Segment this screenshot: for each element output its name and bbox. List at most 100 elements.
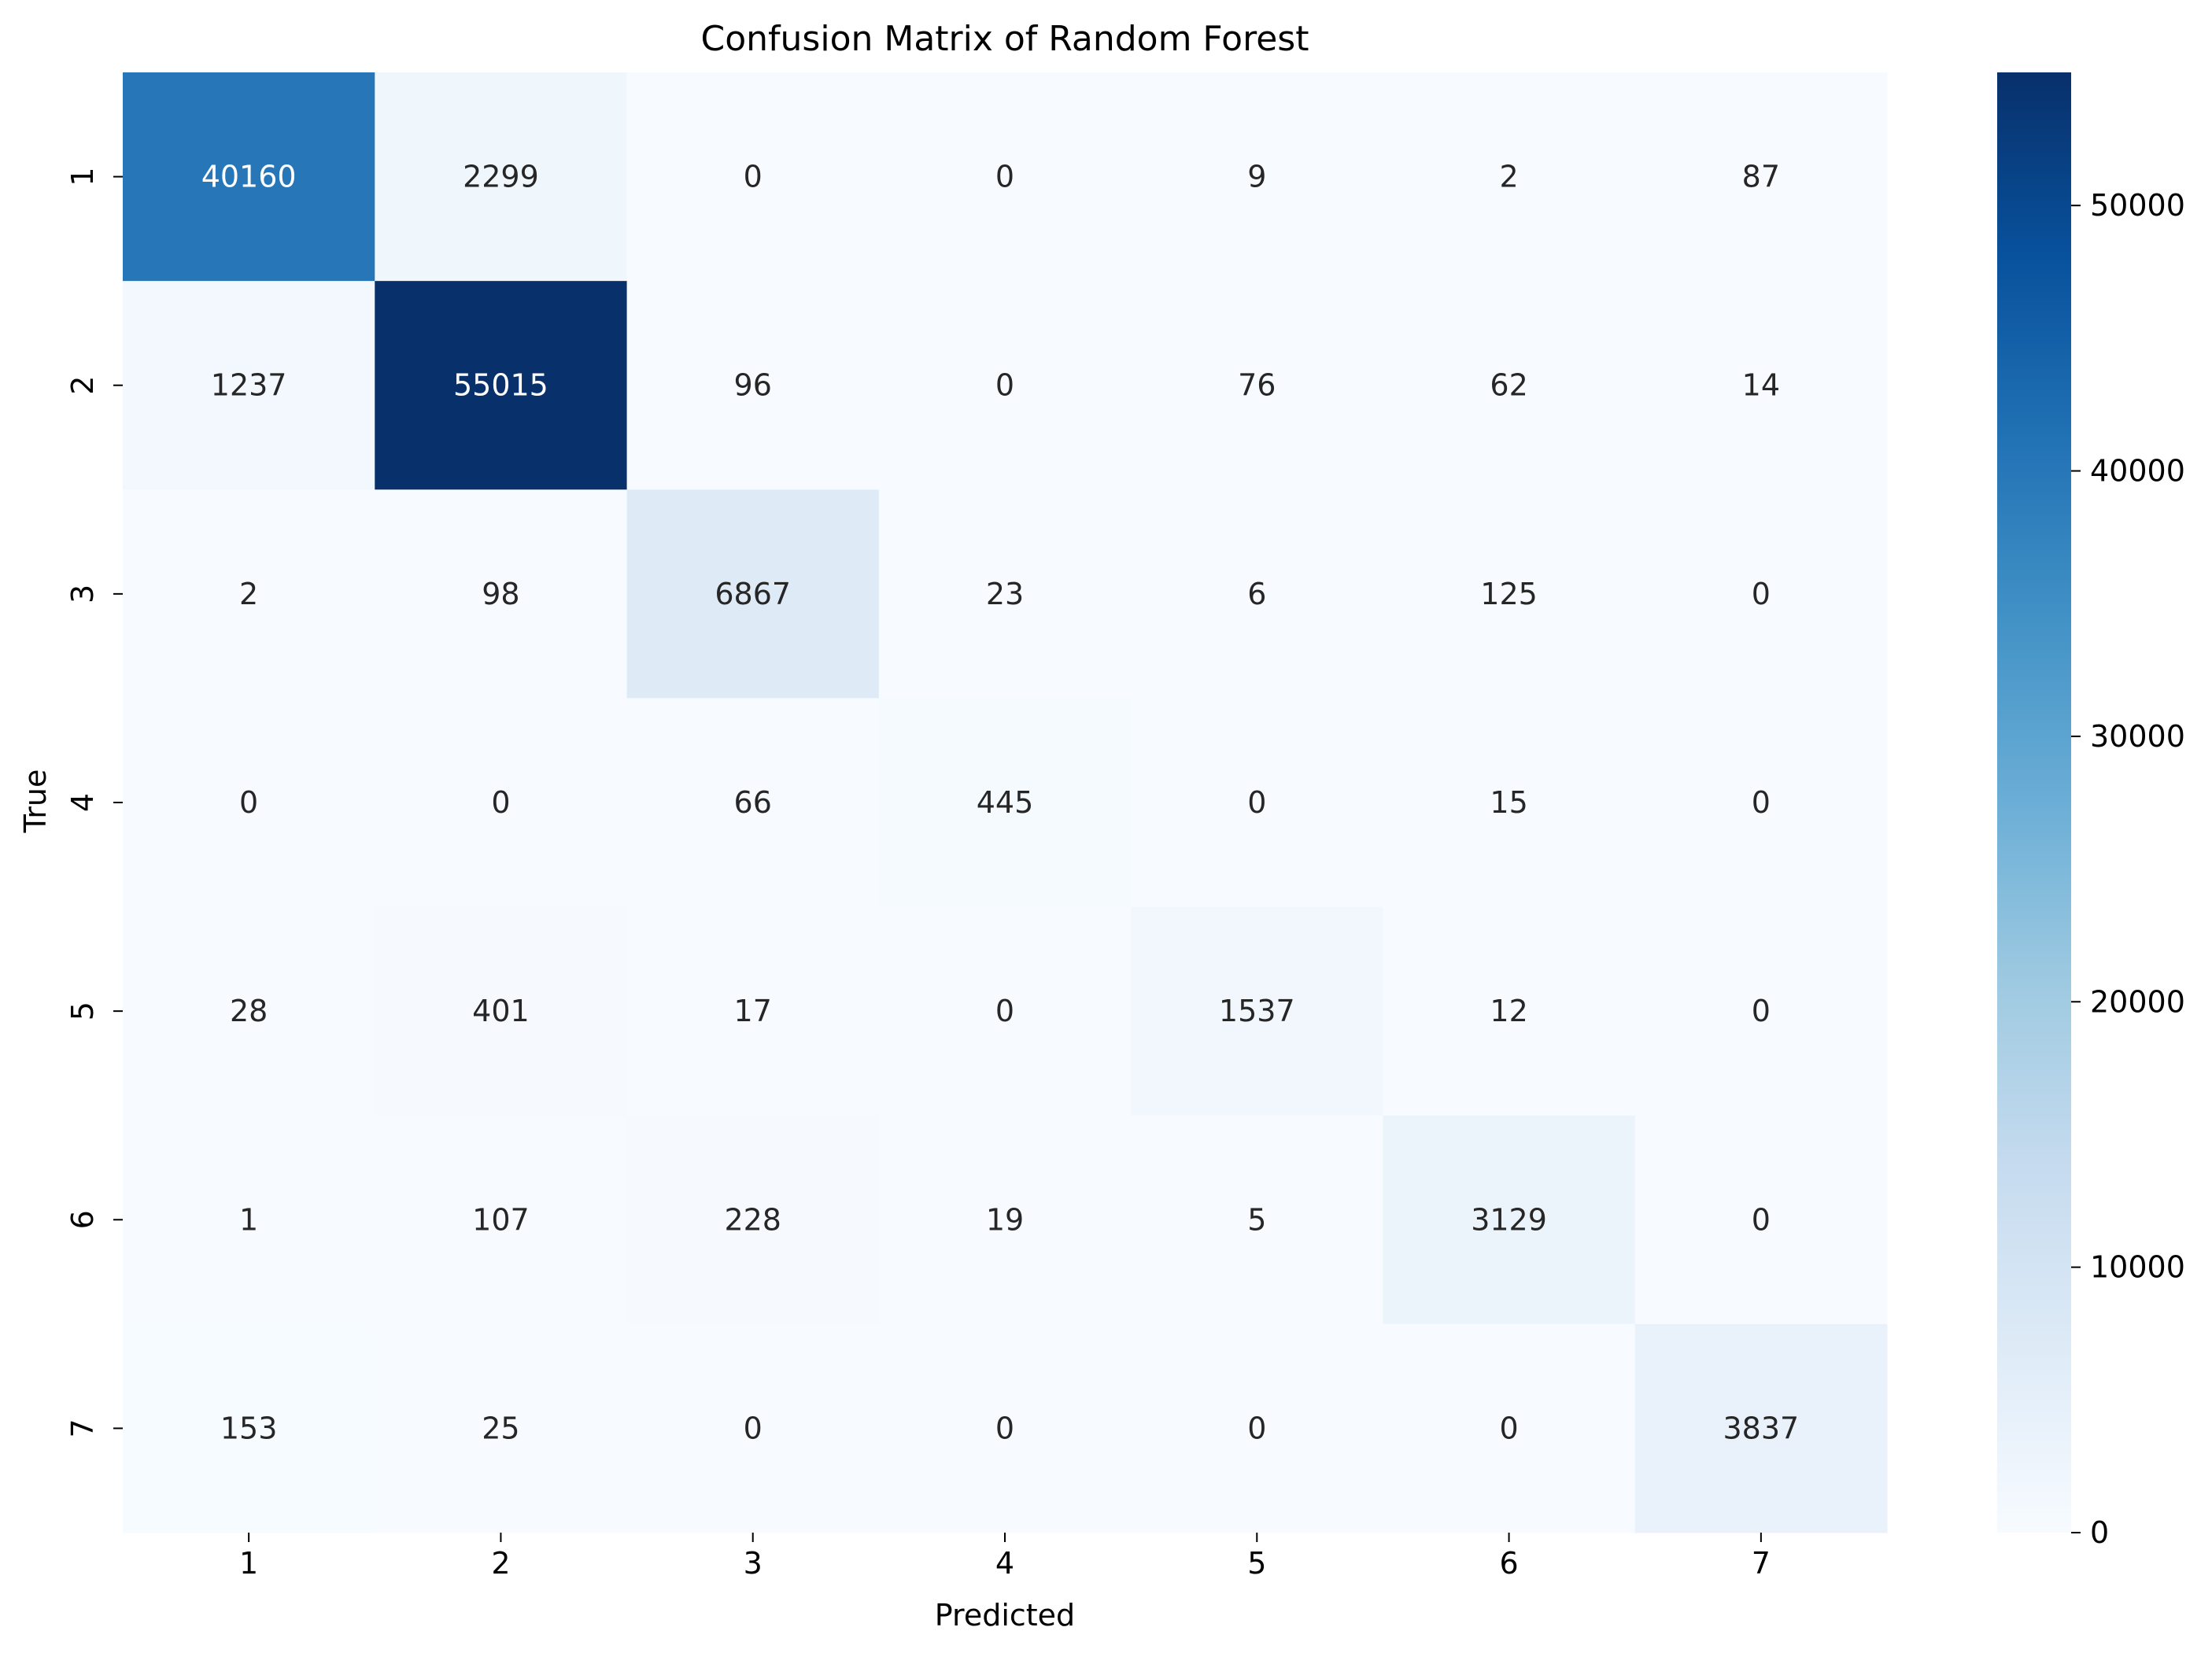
cell-value-label: 0 — [995, 160, 1014, 194]
heatmap-cell — [1131, 72, 1383, 282]
cell-value-label: 0 — [995, 994, 1014, 1028]
cell-value-label: 6 — [1247, 577, 1266, 611]
x-tick-label: 7 — [1752, 1546, 1771, 1581]
y-axis-label: True — [18, 769, 53, 834]
cell-value-label: 0 — [744, 160, 763, 194]
heatmap-cell — [1634, 698, 1888, 908]
cell-value-label: 2 — [239, 577, 258, 611]
heatmap-cell — [1131, 906, 1383, 1116]
cell-value-label: 1 — [239, 1202, 258, 1237]
heatmap-cell — [123, 1323, 375, 1533]
cell-value-label: 98 — [482, 577, 519, 611]
cell-value-label: 40160 — [201, 160, 297, 194]
cell-value-label: 5 — [1247, 1202, 1266, 1237]
y-tick-label: 6 — [65, 1210, 100, 1229]
heatmap-cell — [1634, 906, 1888, 1116]
heatmap-cell — [1131, 1323, 1383, 1533]
cell-value-label: 153 — [220, 1411, 278, 1445]
cell-value-label: 107 — [472, 1202, 530, 1237]
heatmap-cell — [375, 281, 628, 490]
cell-value-label: 12 — [1490, 994, 1527, 1028]
colorbar-ticks: 0 10000 20000 30000 40000 50000 — [2071, 188, 2185, 1550]
heatmap-cell — [1634, 1115, 1888, 1325]
colorbar-tick-label: 0 — [2090, 1515, 2109, 1550]
cell-value-label: 76 — [1238, 368, 1276, 403]
heatmap-cell — [375, 72, 628, 282]
heatmap-cell — [878, 489, 1132, 699]
colorbar — [1997, 72, 2071, 1533]
colorbar-tick-label: 30000 — [2090, 719, 2185, 754]
cell-value-label: 1237 — [211, 368, 287, 403]
heatmap-cell — [123, 906, 375, 1116]
heatmap-cell — [1383, 1115, 1636, 1325]
heatmap-cell — [878, 698, 1132, 908]
heatmap-cell — [1634, 281, 1888, 490]
heatmap-cell — [1634, 489, 1888, 699]
cell-value-label: 0 — [1499, 1411, 1518, 1445]
cell-value-label: 1537 — [1219, 994, 1295, 1028]
heatmap-cell — [878, 72, 1132, 282]
heatmap-cell — [375, 489, 628, 699]
cell-value-label: 0 — [995, 1411, 1014, 1445]
heatmap-cell — [375, 1115, 628, 1325]
heatmap-cell — [1383, 281, 1636, 490]
heatmap-cell — [1383, 489, 1636, 699]
heatmap-cell — [1383, 906, 1636, 1116]
heatmap-cell — [123, 698, 375, 908]
heatmap-cell — [1383, 698, 1636, 908]
cell-value-label: 0 — [491, 785, 510, 820]
x-axis-label: Predicted — [935, 1598, 1075, 1633]
cell-value-label: 401 — [472, 994, 530, 1028]
cell-value-label: 62 — [1490, 368, 1527, 403]
heatmap-cell — [1131, 698, 1383, 908]
cell-value-label: 0 — [1752, 994, 1771, 1028]
cell-value-label: 3837 — [1723, 1411, 1799, 1445]
y-tick-label: 7 — [65, 1419, 100, 1437]
colorbar-tick-label: 10000 — [2090, 1250, 2185, 1285]
y-tick-label: 2 — [65, 376, 100, 395]
cell-value-label: 0 — [995, 368, 1014, 403]
y-axis-ticks: 1 2 3 4 5 6 7 — [65, 167, 123, 1438]
cell-value-label: 2 — [1499, 160, 1518, 194]
cell-value-label: 0 — [1752, 1202, 1771, 1237]
x-tick-label: 2 — [491, 1546, 510, 1581]
heatmap-cell — [375, 698, 628, 908]
y-tick-label: 5 — [65, 1002, 100, 1020]
heatmap-cell — [626, 72, 880, 282]
cell-value-label: 125 — [1480, 577, 1538, 611]
x-tick-label: 5 — [1247, 1546, 1266, 1581]
heatmap-cell — [123, 281, 375, 490]
x-tick-label: 4 — [995, 1546, 1014, 1581]
heatmap-cell — [1131, 489, 1383, 699]
heatmap-cell — [1383, 72, 1636, 282]
y-tick-label: 3 — [65, 585, 100, 603]
cell-value-label: 0 — [1752, 785, 1771, 820]
heatmap-cell — [1383, 1323, 1636, 1533]
heatmap-cell — [1634, 1323, 1888, 1533]
x-tick-label: 6 — [1499, 1546, 1518, 1581]
cell-value-label: 0 — [1752, 577, 1771, 611]
cell-value-label: 9 — [1247, 160, 1266, 194]
cell-value-label: 87 — [1742, 160, 1780, 194]
heatmap-cell — [626, 698, 880, 908]
heatmap-cell — [626, 489, 880, 699]
heatmap-cells — [123, 72, 1888, 1533]
cell-value-label: 0 — [744, 1411, 763, 1445]
heatmap-cell — [878, 1115, 1132, 1325]
heatmap-cell — [626, 906, 880, 1116]
x-tick-label: 3 — [744, 1546, 763, 1581]
cell-value-label: 0 — [239, 785, 258, 820]
colorbar-tick-label: 20000 — [2090, 984, 2185, 1019]
heatmap-cell — [375, 906, 628, 1116]
heatmap-cell — [123, 72, 375, 282]
heatmap-cell — [878, 906, 1132, 1116]
x-axis-ticks: 1 2 3 4 5 6 7 — [239, 1533, 1771, 1581]
cell-value-label: 2299 — [463, 160, 539, 194]
heatmap-cell — [1131, 281, 1383, 490]
cell-value-label: 14 — [1742, 368, 1780, 403]
cell-value-label: 228 — [724, 1202, 781, 1237]
cell-value-label: 6867 — [715, 577, 791, 611]
cell-value-label: 28 — [230, 994, 268, 1028]
cell-value-label: 445 — [977, 785, 1034, 820]
